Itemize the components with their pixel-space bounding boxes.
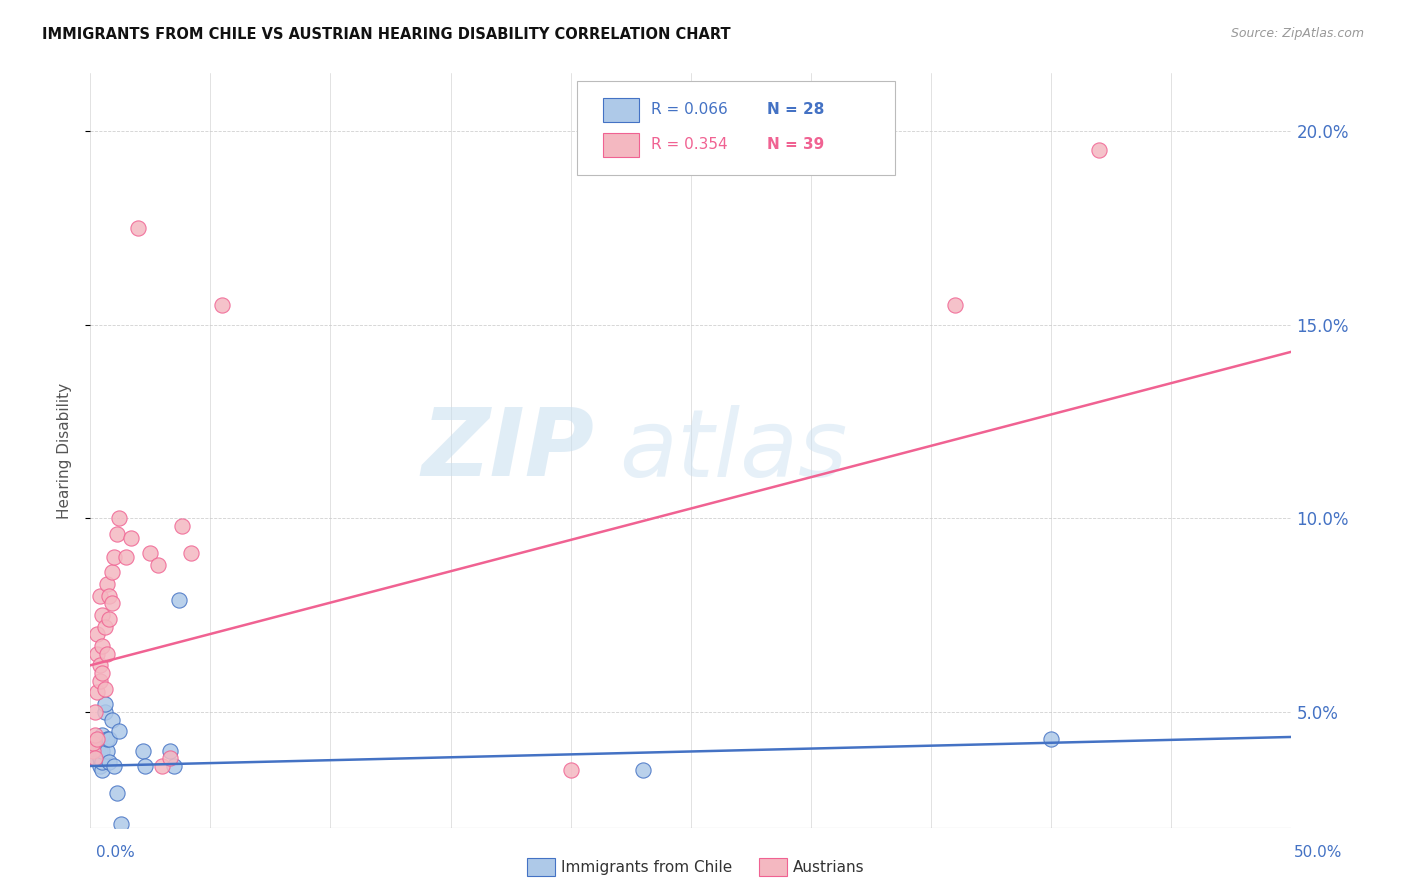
Point xyxy=(105,526,128,541)
Point xyxy=(98,612,121,626)
Text: R = 0.066: R = 0.066 xyxy=(651,103,728,118)
Point xyxy=(82,743,104,757)
Point xyxy=(115,549,138,564)
Point xyxy=(98,589,121,603)
Point xyxy=(86,731,108,746)
Point xyxy=(93,705,115,719)
Point xyxy=(134,759,156,773)
Text: 0.0%: 0.0% xyxy=(96,846,135,860)
Text: IMMIGRANTS FROM CHILE VS AUSTRIAN HEARING DISABILITY CORRELATION CHART: IMMIGRANTS FROM CHILE VS AUSTRIAN HEARIN… xyxy=(42,27,731,42)
Point xyxy=(108,511,131,525)
Point xyxy=(159,743,181,757)
Point xyxy=(91,763,114,777)
Point xyxy=(159,751,181,765)
Text: Austrians: Austrians xyxy=(793,860,865,874)
Point xyxy=(89,759,111,773)
Point xyxy=(86,685,108,699)
Text: N = 28: N = 28 xyxy=(766,103,824,118)
Point xyxy=(150,759,173,773)
Bar xyxy=(603,133,640,157)
Point xyxy=(1088,144,1111,158)
Point xyxy=(84,751,107,765)
Point xyxy=(89,658,111,673)
Point xyxy=(103,549,125,564)
Point xyxy=(91,639,114,653)
Point xyxy=(167,592,190,607)
Point xyxy=(101,713,124,727)
Point xyxy=(96,577,118,591)
Point xyxy=(139,546,162,560)
Point xyxy=(108,724,131,739)
Point xyxy=(163,759,186,773)
Text: 50.0%: 50.0% xyxy=(1295,846,1343,860)
Point xyxy=(96,743,118,757)
Point xyxy=(93,697,115,711)
Text: N = 39: N = 39 xyxy=(766,137,824,153)
Point xyxy=(98,755,121,769)
Point xyxy=(132,743,155,757)
Point xyxy=(91,728,114,742)
Point xyxy=(91,607,114,622)
Point xyxy=(96,731,118,746)
Point xyxy=(560,763,582,777)
Point xyxy=(103,759,125,773)
Point xyxy=(110,817,132,831)
Point xyxy=(91,755,114,769)
Point xyxy=(89,673,111,688)
FancyBboxPatch shape xyxy=(576,80,896,175)
Text: R = 0.354: R = 0.354 xyxy=(651,137,728,153)
Point xyxy=(98,731,121,746)
Point xyxy=(82,736,104,750)
Y-axis label: Hearing Disability: Hearing Disability xyxy=(58,383,72,518)
Point xyxy=(86,627,108,641)
Point xyxy=(89,589,111,603)
Point xyxy=(120,531,142,545)
Point xyxy=(146,558,169,572)
Text: Immigrants from Chile: Immigrants from Chile xyxy=(561,860,733,874)
Point xyxy=(127,220,149,235)
Point xyxy=(170,519,193,533)
Point xyxy=(943,298,966,312)
Point xyxy=(101,566,124,580)
Point xyxy=(631,763,654,777)
Point xyxy=(93,619,115,633)
Point xyxy=(86,739,108,754)
Point xyxy=(91,666,114,681)
Text: atlas: atlas xyxy=(619,405,846,496)
Point xyxy=(91,743,114,757)
Point xyxy=(84,751,107,765)
Point xyxy=(84,705,107,719)
Point xyxy=(1040,731,1063,746)
Text: ZIP: ZIP xyxy=(422,404,595,497)
Bar xyxy=(603,98,640,122)
Point xyxy=(89,751,111,765)
Point xyxy=(101,596,124,610)
Point xyxy=(84,728,107,742)
Point xyxy=(96,647,118,661)
Point xyxy=(105,786,128,800)
Point xyxy=(86,743,108,757)
Text: Source: ZipAtlas.com: Source: ZipAtlas.com xyxy=(1230,27,1364,40)
Point xyxy=(93,681,115,696)
Point xyxy=(86,647,108,661)
Point xyxy=(89,743,111,757)
Point xyxy=(180,546,202,560)
Point xyxy=(211,298,233,312)
